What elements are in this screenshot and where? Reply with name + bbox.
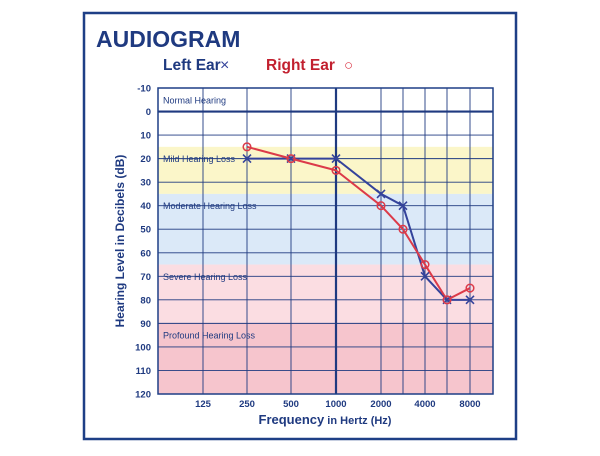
y-tick-label: 100 (135, 342, 151, 353)
zone-band (158, 146, 493, 194)
y-tick-label: 10 (140, 131, 151, 142)
left-ear-marker-stroke (242, 154, 252, 164)
x-axis-label: Frequency in Hertz (Hz) (259, 412, 392, 427)
x-tick-label: 500 (283, 399, 299, 410)
y-axis-ticks: -10 0 10 20 30 40 50 60 70 80 90 100 110 120 (135, 84, 151, 401)
left-ear-marker-stroke (376, 189, 386, 199)
legend-left-ear-label: Left Ear (163, 57, 221, 74)
right-ear-marker (242, 142, 252, 152)
y-tick-label: 90 (140, 319, 151, 330)
x-tick-label: 250 (239, 399, 255, 410)
y-tick-label: 110 (136, 366, 151, 377)
y-tick-label: 20 (140, 154, 151, 165)
x-axis-label-suffix: in Hertz (Hz) (324, 415, 392, 427)
zone-label: Severe Hearing Loss (163, 272, 248, 282)
left-ear-marker (331, 154, 341, 164)
y-tick-label: 70 (140, 272, 151, 283)
zone-label: Mild Hearing Loss (163, 154, 236, 164)
left-ear-marker-stroke (398, 201, 408, 211)
legend: Left Ear × Right Ear ○ (163, 57, 353, 74)
x-tick-label: 4000 (414, 399, 435, 410)
hearing-zone-labels: Normal Hearing Mild Hearing Loss Moderate … (163, 95, 257, 340)
chart-title: AUDIOGRAM (96, 26, 240, 52)
zone-label: Normal Hearing (163, 95, 226, 105)
y-tick-label: 50 (140, 225, 151, 236)
series-line-right-ear (246, 145, 471, 301)
legend-right-ear-label: Right Ear (266, 57, 335, 74)
legend-left-ear-symbol: × (220, 57, 229, 74)
right-ear-marker (420, 259, 430, 270)
left-ear-marker (376, 189, 386, 199)
x-tick-label: 8000 (459, 399, 480, 410)
y-tick-label: -10 (137, 84, 151, 95)
zone-band (158, 88, 493, 147)
legend-right-ear-symbol: ○ (344, 57, 353, 74)
zone-label: Profound Hearing Loss (163, 331, 256, 341)
hearing-zones (158, 88, 493, 394)
left-ear-marker (420, 271, 430, 281)
plot-border (157, 87, 494, 395)
zone-band (158, 323, 493, 394)
right-ear-marker (286, 154, 296, 164)
left-ear-marker (465, 295, 475, 305)
right-ear-marker (376, 201, 386, 211)
y-tick-label: 60 (140, 248, 151, 259)
x-tick-label: 125 (195, 399, 212, 410)
zone-band (158, 264, 493, 324)
x-axis-label-main: Frequency (259, 412, 326, 427)
right-ear-marker (331, 165, 341, 175)
y-tick-label: 0 (146, 107, 151, 118)
x-axis-ticks: 125 250 500 1000 2000 4000 8000 (195, 399, 481, 410)
left-ear-marker-stroke (420, 271, 430, 281)
series (242, 142, 475, 305)
x-tick-label: 1000 (325, 399, 346, 410)
grid (158, 88, 493, 394)
y-tick-label: 30 (140, 178, 151, 189)
y-tick-label: 40 (140, 201, 151, 212)
left-ear-marker (398, 201, 408, 211)
right-ear-marker (465, 283, 475, 293)
left-ear-marker-stroke (465, 295, 475, 305)
right-ear-marker (398, 224, 408, 234)
y-axis-label: Hearing Level in Decibels (dB) (113, 155, 127, 328)
y-tick-label: 120 (135, 390, 151, 401)
left-ear-marker (242, 154, 252, 164)
right-ear-marker (442, 295, 452, 305)
y-tick-label: 80 (140, 295, 151, 306)
zone-label: Moderate Hearing Loss (163, 201, 257, 211)
x-tick-label: 2000 (370, 399, 391, 410)
left-ear-marker-stroke (331, 154, 341, 164)
